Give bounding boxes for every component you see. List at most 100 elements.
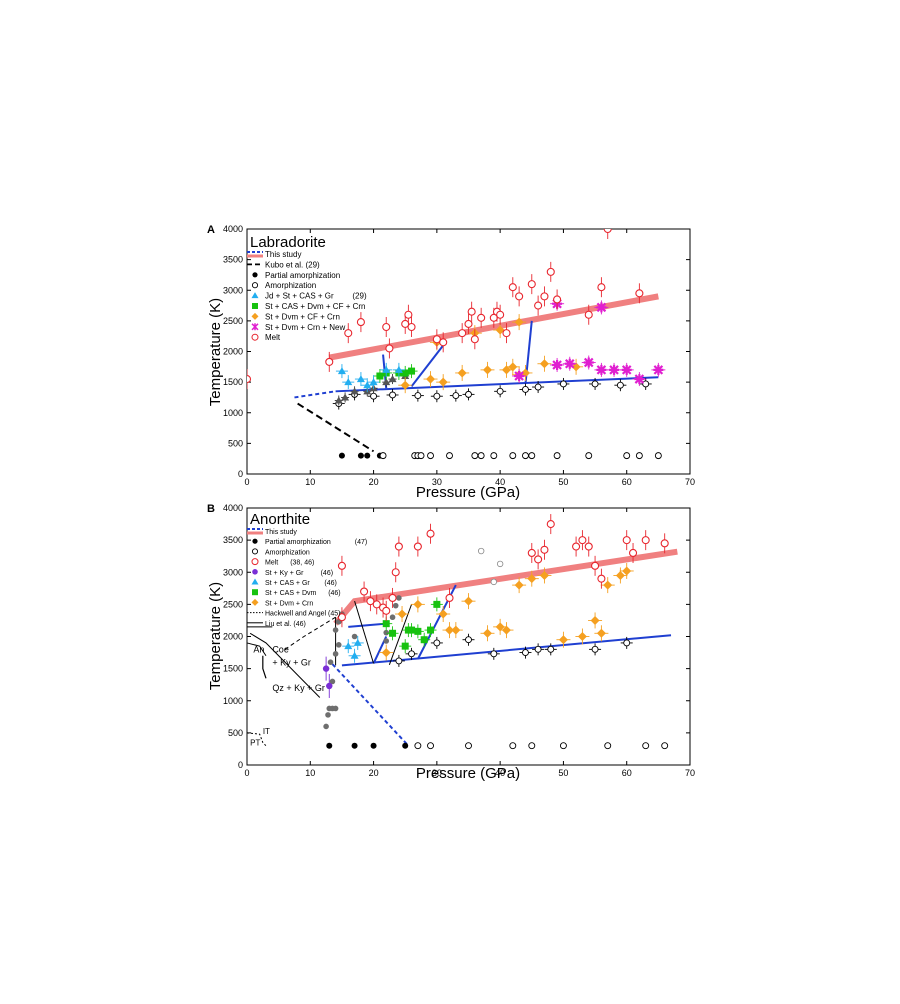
region-label: PT [250,739,260,748]
x-axis-title: Pressure (GPa) [416,765,520,782]
cyan-triangle-point [353,638,362,646]
amorphization-point [395,657,403,665]
green-square-point [408,626,416,634]
amorphization-point [559,380,567,388]
melt-point [660,539,669,548]
amorphization-point [433,392,441,400]
cyan-triangle-point [369,378,378,386]
magenta-star-point [653,364,664,375]
magenta-star-point [514,371,525,381]
amorphization-point [433,639,441,647]
partial-amorphization-point [402,742,409,749]
y-tick-label: 2000 [223,347,243,357]
magenta-star-point [583,357,594,368]
partial-amorphization-point [389,614,396,621]
partial-amorphization-point [327,659,334,665]
orange-diamond-point [514,317,524,327]
orange-diamond-point [527,574,537,584]
amorphization-point [534,645,542,653]
amorphization-point [490,578,498,586]
melt-point [470,335,479,344]
orange-diamond-point [577,632,587,641]
orange-diamond-point [590,615,600,625]
melt-point [546,520,555,529]
x-axis-title: Pressure (GPa) [416,484,520,501]
legend-label: Amorphization [265,281,316,290]
amorphization-point [547,645,555,653]
melt-point [382,606,391,615]
melt-point [388,593,397,603]
melt-point [534,555,543,564]
melt-point [540,292,549,301]
x-tick-label: 30 [432,768,442,778]
amorphization-point [509,452,517,460]
legend-extra: (46) [328,590,340,597]
x-tick-label: 40 [495,477,505,487]
panel-letter: A [207,224,215,236]
y-tick-label: 3000 [223,567,243,577]
melt-point [591,561,600,570]
orange-diamond-point [438,377,448,387]
legend-swatch [252,303,258,309]
amorphization-point [414,742,422,750]
legend-swatch [251,558,259,566]
melt-point [641,536,650,545]
amorphization-point [465,390,472,398]
partial-amorphization-point [325,712,331,718]
legend-label: Kubo et al. (29) [265,260,320,269]
triangle-point [382,378,391,386]
amorphization-point [528,452,536,460]
cyan-triangle-point [337,367,346,375]
legend-swatch [251,282,259,289]
y-axis-title: Temperature (K) [207,298,224,406]
amorphization-point [471,452,479,460]
melt-point [477,313,486,322]
phase-boundary-2-line [410,344,444,388]
partial-amorphization-point [370,742,377,749]
amorphization-point [477,547,485,555]
melt-point [391,568,400,577]
legend-label: Amorphization [265,549,310,556]
amorphization-point [408,650,415,658]
melt-point [382,322,391,332]
partial-amorphization-point [383,638,390,644]
y-tick-label: 500 [228,728,243,738]
y-tick-label: 2500 [223,599,243,609]
axes: 0 10 20 30 40 50 60 70 0 500 1000 1500 2000 2500 3000 3… [223,503,695,778]
region-boundary [249,632,321,698]
green-square-point [382,620,390,628]
magenta-star-point [552,359,563,370]
legend-swatch [252,589,258,596]
legend-swatch [252,272,258,278]
x-tick-label: 10 [305,768,315,778]
panel-b: B Anorthite Temperature (K) Pressure (GP… [207,503,695,782]
orange-diamond-point [495,622,505,632]
melt-point [407,322,416,332]
melt-point [325,357,334,366]
amorphization-point [477,452,485,460]
amorphization-point [370,392,378,400]
x-tick-label: 50 [558,768,568,778]
amorphization-point [496,387,504,395]
melt-point [527,548,536,558]
y-tick-label: 500 [228,438,243,448]
amorphization-extrapolation-line [294,390,336,399]
orange-diamond-point [508,362,518,372]
legend-label: St + CAS + Gr [265,580,310,587]
amorphization-point [585,452,593,460]
green-square-point [401,642,409,650]
x-tick-label: 40 [495,768,505,778]
orange-diamond-point [413,599,423,609]
y-tick-label: 2000 [223,632,243,642]
legend-swatch [251,323,259,331]
legend-swatch [251,312,259,320]
x-tick-label: 0 [244,768,249,778]
orange-diamond-point [397,609,407,619]
orange-diamond-point [451,625,461,635]
orange-diamond-point [596,628,606,638]
orange-diamond-point [381,648,391,658]
melt-point [426,529,435,538]
legend-label: Partial amorphization [265,271,340,280]
